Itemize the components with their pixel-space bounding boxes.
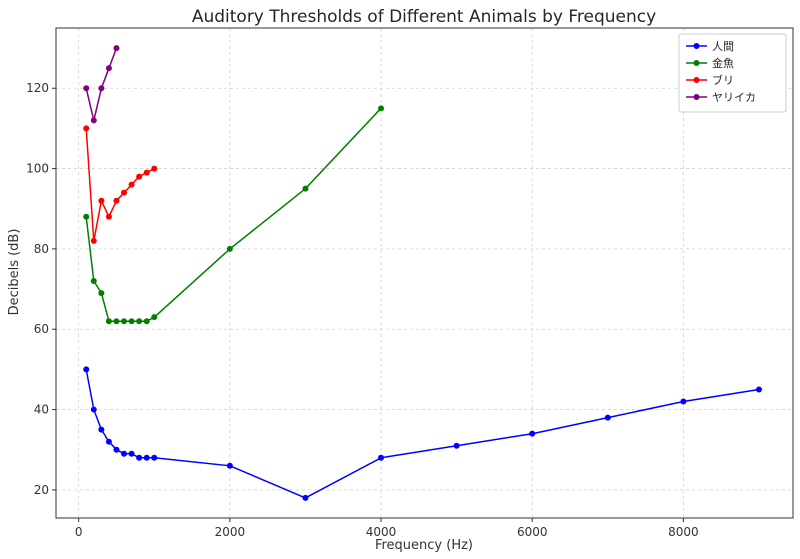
legend-label: 金魚	[712, 56, 734, 70]
legend-box	[678, 33, 787, 113]
legend-entry: 人間	[686, 40, 734, 53]
data-point	[128, 181, 135, 188]
series-4	[83, 45, 120, 124]
data-point	[98, 290, 105, 297]
data-point	[680, 398, 687, 405]
series-1	[83, 366, 762, 501]
legend-label: ブリ	[712, 73, 734, 87]
data-point	[83, 85, 90, 92]
data-point	[128, 450, 135, 457]
data-point	[302, 494, 309, 501]
legend-marker	[693, 60, 700, 66]
data-point	[453, 442, 460, 449]
series-3	[83, 125, 158, 244]
data-point	[113, 45, 120, 52]
y-tick-label: 80	[34, 242, 49, 256]
chart-title: Auditory Thresholds of Different Animals…	[192, 7, 656, 27]
legend-entry: 金魚	[686, 56, 734, 70]
data-point	[105, 65, 112, 72]
x-tick-label: 8000	[668, 525, 699, 539]
data-point	[128, 318, 135, 325]
series-2	[83, 105, 385, 325]
series-layer	[83, 45, 762, 501]
data-point	[83, 213, 90, 220]
data-point	[136, 318, 143, 325]
data-point	[113, 318, 120, 325]
x-axis: 0 2000 4000 6000 8000	[75, 518, 699, 539]
legend-label: 人間	[712, 40, 734, 53]
y-tick-label: 120	[26, 81, 49, 95]
data-point	[378, 454, 385, 461]
data-point	[113, 197, 120, 204]
y-axis-title: Decibels (dB)	[7, 229, 22, 316]
x-tick-label: 0	[75, 525, 83, 539]
data-point	[529, 430, 536, 437]
data-point	[136, 454, 143, 461]
data-point	[83, 125, 90, 132]
y-tick-label: 40	[34, 403, 49, 417]
data-point	[755, 386, 762, 393]
series-line	[85, 47, 118, 121]
data-point	[121, 189, 128, 196]
data-point	[143, 169, 150, 176]
data-point	[604, 414, 611, 421]
data-point	[151, 314, 158, 321]
data-point	[113, 446, 120, 453]
data-point	[136, 173, 143, 180]
data-point	[151, 165, 158, 172]
legend-label: ヤリイカ	[712, 91, 756, 104]
legend-marker	[693, 43, 700, 49]
data-point	[143, 454, 150, 461]
legend-entry: ヤリイカ	[686, 91, 756, 104]
legend-marker	[693, 94, 700, 100]
x-tick-label: 2000	[215, 525, 246, 539]
legend-entry: ブリ	[686, 73, 734, 87]
series-line	[85, 369, 760, 499]
data-point	[302, 185, 309, 192]
data-point	[121, 450, 128, 457]
data-point	[105, 438, 112, 445]
x-tick-label: 4000	[366, 525, 397, 539]
data-point	[105, 213, 112, 220]
data-point	[98, 426, 105, 433]
x-axis-title: Frequency (Hz)	[375, 538, 473, 553]
data-point	[90, 237, 97, 244]
data-point	[143, 318, 150, 325]
legend-marker	[693, 77, 700, 83]
data-point	[90, 406, 97, 413]
data-point	[226, 462, 233, 469]
y-tick-label: 100	[26, 162, 49, 176]
data-point	[121, 318, 128, 325]
data-point	[98, 197, 105, 204]
data-point	[83, 366, 90, 373]
data-point	[105, 318, 112, 325]
series-line	[85, 128, 155, 242]
y-tick-label: 60	[34, 322, 49, 336]
series-line	[85, 107, 382, 322]
y-tick-label: 20	[34, 483, 49, 497]
data-point	[90, 278, 97, 285]
plot-frame	[55, 27, 794, 519]
data-point	[378, 105, 385, 112]
data-point	[226, 245, 233, 252]
x-tick-label: 6000	[517, 525, 548, 539]
data-point	[90, 117, 97, 124]
y-axis: 20 40 60 80 100 120	[26, 81, 56, 497]
data-point	[151, 454, 158, 461]
data-point	[98, 85, 105, 92]
